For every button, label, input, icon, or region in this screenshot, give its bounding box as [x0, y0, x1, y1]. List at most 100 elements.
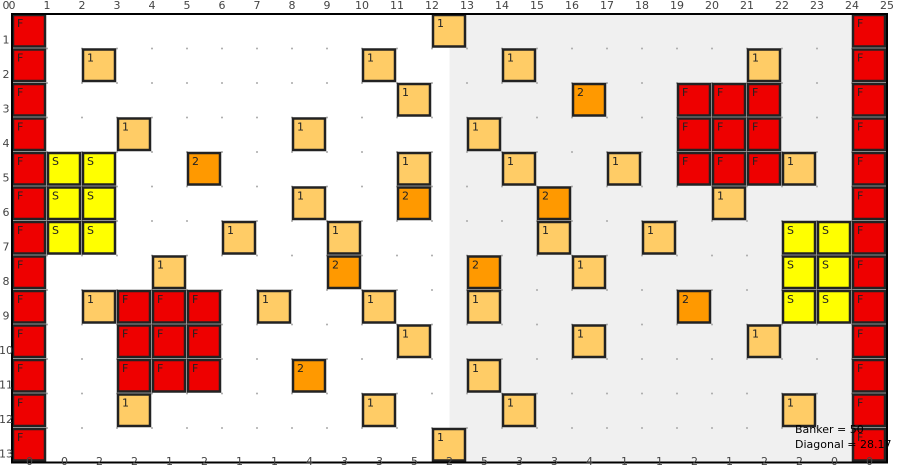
grid-dot [536, 116, 538, 119]
tile-label: 1 [157, 259, 164, 272]
tile-label: 1 [437, 431, 444, 444]
grid-dot [431, 254, 433, 257]
grid-dot [536, 289, 538, 291]
tile-label: F [752, 155, 758, 168]
tile-label: F [17, 224, 23, 237]
tile [676, 289, 712, 324]
grid-dot [641, 254, 643, 257]
grid-dot [326, 82, 328, 84]
grid-dot [641, 427, 643, 429]
grid-dot [46, 254, 48, 257]
grid-dot [221, 151, 223, 153]
tile-label: 1 [647, 224, 654, 237]
grid-dot [641, 358, 643, 360]
grid-dot [361, 254, 363, 257]
tile [851, 358, 887, 393]
tile-label: F [857, 86, 863, 99]
tile-label: S [87, 190, 94, 203]
grid-dot [361, 427, 363, 429]
grid-dot [571, 151, 573, 153]
tile-label: S [787, 224, 794, 237]
grid-dot [396, 220, 398, 222]
tile-label: 1 [227, 224, 234, 237]
grid-dot [466, 82, 468, 84]
tile-label: 1 [297, 190, 304, 203]
grid-dot [396, 289, 398, 291]
tile [186, 151, 222, 186]
grid-dot [466, 151, 468, 153]
column-label: 22 [775, 0, 789, 12]
grid-dot [81, 427, 83, 429]
grid-dot [571, 358, 573, 360]
tile-label: 1 [367, 52, 374, 65]
grid-dot [606, 47, 608, 50]
grid-dot [186, 82, 188, 84]
tile [46, 220, 82, 255]
tile [536, 220, 572, 255]
grid-dot [676, 47, 678, 50]
tile [746, 82, 782, 117]
tile [816, 255, 852, 290]
column-count: 0 [26, 455, 33, 468]
tile [851, 427, 887, 462]
grid-dot [816, 358, 818, 360]
tile [851, 220, 887, 255]
grid-dot [676, 323, 678, 326]
grid-dot [711, 427, 713, 429]
grid-dot [536, 392, 538, 395]
tile-label: F [682, 86, 688, 99]
column-count: 1 [726, 455, 733, 468]
tile [851, 151, 887, 186]
grid-dot [151, 185, 153, 188]
grid-dot [676, 358, 678, 360]
tile [466, 255, 502, 290]
tile-label: 1 [262, 293, 269, 306]
grid-dot [116, 47, 118, 50]
tile-label: 2 [472, 259, 479, 272]
tile-label: F [857, 224, 863, 237]
grid-dot [781, 323, 783, 326]
tile-label: 1 [87, 293, 94, 306]
tile-label: F [857, 155, 863, 168]
column-count: 0 [61, 455, 68, 468]
grid-dot [221, 254, 223, 257]
grid-dot [396, 427, 398, 429]
grid-dot [571, 47, 573, 50]
tile [851, 82, 887, 117]
column-label: 5 [184, 0, 191, 12]
tile-label: F [752, 121, 758, 134]
tile-label: F [17, 17, 23, 30]
grid-dot [361, 82, 363, 84]
tile-label: F [17, 362, 23, 375]
tile-label: F [192, 362, 198, 375]
grid-dot [221, 82, 223, 84]
tile-label: F [122, 362, 128, 375]
tile-label: 2 [332, 259, 339, 272]
grid-dot [676, 185, 678, 188]
column-count: 0 [831, 455, 838, 468]
grid-dot [221, 116, 223, 119]
grid-dot [116, 185, 118, 188]
tile [501, 151, 537, 186]
grid-dot [816, 82, 818, 84]
grid-dot [396, 47, 398, 50]
tile [571, 82, 607, 117]
row-label: 9 [3, 310, 10, 323]
tile [116, 117, 152, 152]
grid-dot [291, 289, 293, 291]
grid-dot [291, 323, 293, 326]
tile-label: 1 [402, 328, 409, 341]
tile-label: 2 [402, 190, 409, 203]
grid-dot [536, 323, 538, 326]
tile-label: F [857, 17, 863, 30]
column-label: 8 [289, 0, 296, 12]
grid-dot [186, 116, 188, 119]
tile-label: F [857, 397, 863, 410]
grid-dot [501, 427, 503, 429]
tile-label: 1 [367, 293, 374, 306]
tile-label: 1 [507, 52, 514, 65]
grid-dot [326, 427, 328, 429]
grid-dot [746, 185, 748, 188]
grid-dot [151, 427, 153, 429]
tile-label: S [87, 224, 94, 237]
